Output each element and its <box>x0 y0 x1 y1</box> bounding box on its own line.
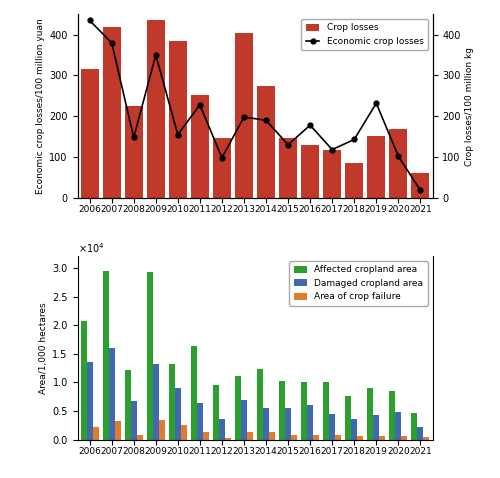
Bar <box>367 388 374 440</box>
Bar <box>313 435 319 440</box>
Bar <box>390 129 407 198</box>
Bar <box>357 436 364 440</box>
Bar <box>153 364 159 440</box>
Bar <box>124 370 130 440</box>
Bar <box>263 408 269 440</box>
Bar <box>335 435 341 440</box>
Bar <box>80 69 98 198</box>
Bar <box>197 402 203 440</box>
Bar <box>291 435 297 440</box>
Bar <box>329 414 335 440</box>
Bar <box>247 432 253 440</box>
Legend: Crop losses, Economic crop losses: Crop losses, Economic crop losses <box>302 19 428 50</box>
Bar <box>351 419 357 440</box>
Bar <box>345 396 351 440</box>
Bar <box>402 436 407 440</box>
Bar <box>374 415 380 440</box>
Legend: Affected cropland area, Damaged cropland area, Area of crop failure: Affected cropland area, Damaged cropland… <box>289 261 428 306</box>
Bar <box>191 346 197 440</box>
Bar <box>225 438 231 440</box>
Bar <box>169 41 187 198</box>
Bar <box>130 402 136 440</box>
Bar <box>175 388 181 440</box>
Bar <box>146 272 153 440</box>
Bar <box>301 145 319 198</box>
Bar <box>307 405 313 440</box>
Y-axis label: Area/1,000 hectares: Area/1,000 hectares <box>39 302 48 394</box>
Bar <box>345 163 364 198</box>
Bar <box>412 173 430 198</box>
Bar <box>241 400 247 440</box>
Bar <box>235 33 253 198</box>
Bar <box>257 369 263 440</box>
Bar <box>301 382 307 440</box>
Bar <box>213 138 231 198</box>
Bar <box>323 382 329 440</box>
Bar <box>323 150 341 198</box>
Bar <box>102 271 108 440</box>
Bar <box>424 437 430 440</box>
Bar <box>102 27 120 198</box>
Bar <box>257 86 275 198</box>
Bar <box>396 412 402 440</box>
Bar <box>114 421 120 440</box>
Bar <box>367 136 386 198</box>
Y-axis label: Economic crop losses/100 million yuan: Economic crop losses/100 million yuan <box>36 18 45 194</box>
Y-axis label: Crop losses/100 million kg: Crop losses/100 million kg <box>465 46 474 165</box>
Bar <box>235 376 241 440</box>
Bar <box>169 364 175 440</box>
Bar <box>181 425 187 440</box>
Bar <box>92 426 98 440</box>
Bar <box>159 420 165 440</box>
Bar <box>213 385 219 440</box>
Bar <box>86 362 92 440</box>
Bar <box>390 391 396 440</box>
Bar <box>203 432 209 440</box>
Bar <box>279 138 297 198</box>
Bar <box>136 435 143 440</box>
Bar <box>380 436 386 440</box>
Bar <box>285 408 291 440</box>
Bar <box>124 106 143 198</box>
Bar <box>108 348 114 440</box>
Bar <box>191 95 209 198</box>
Bar <box>279 381 285 440</box>
Bar <box>146 21 165 198</box>
Bar <box>219 419 225 440</box>
Bar <box>412 413 418 440</box>
Bar <box>80 321 86 440</box>
Bar <box>269 432 275 440</box>
Text: $\times10^4$: $\times10^4$ <box>78 241 104 255</box>
Bar <box>418 427 424 440</box>
